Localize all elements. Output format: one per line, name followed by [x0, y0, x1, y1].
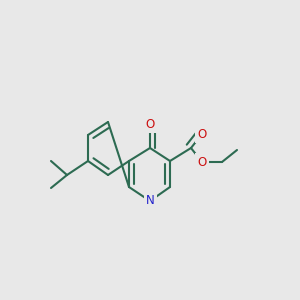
Text: O: O — [197, 155, 207, 169]
Text: O: O — [197, 128, 207, 140]
Text: O: O — [146, 118, 154, 130]
Text: N: N — [146, 194, 154, 208]
